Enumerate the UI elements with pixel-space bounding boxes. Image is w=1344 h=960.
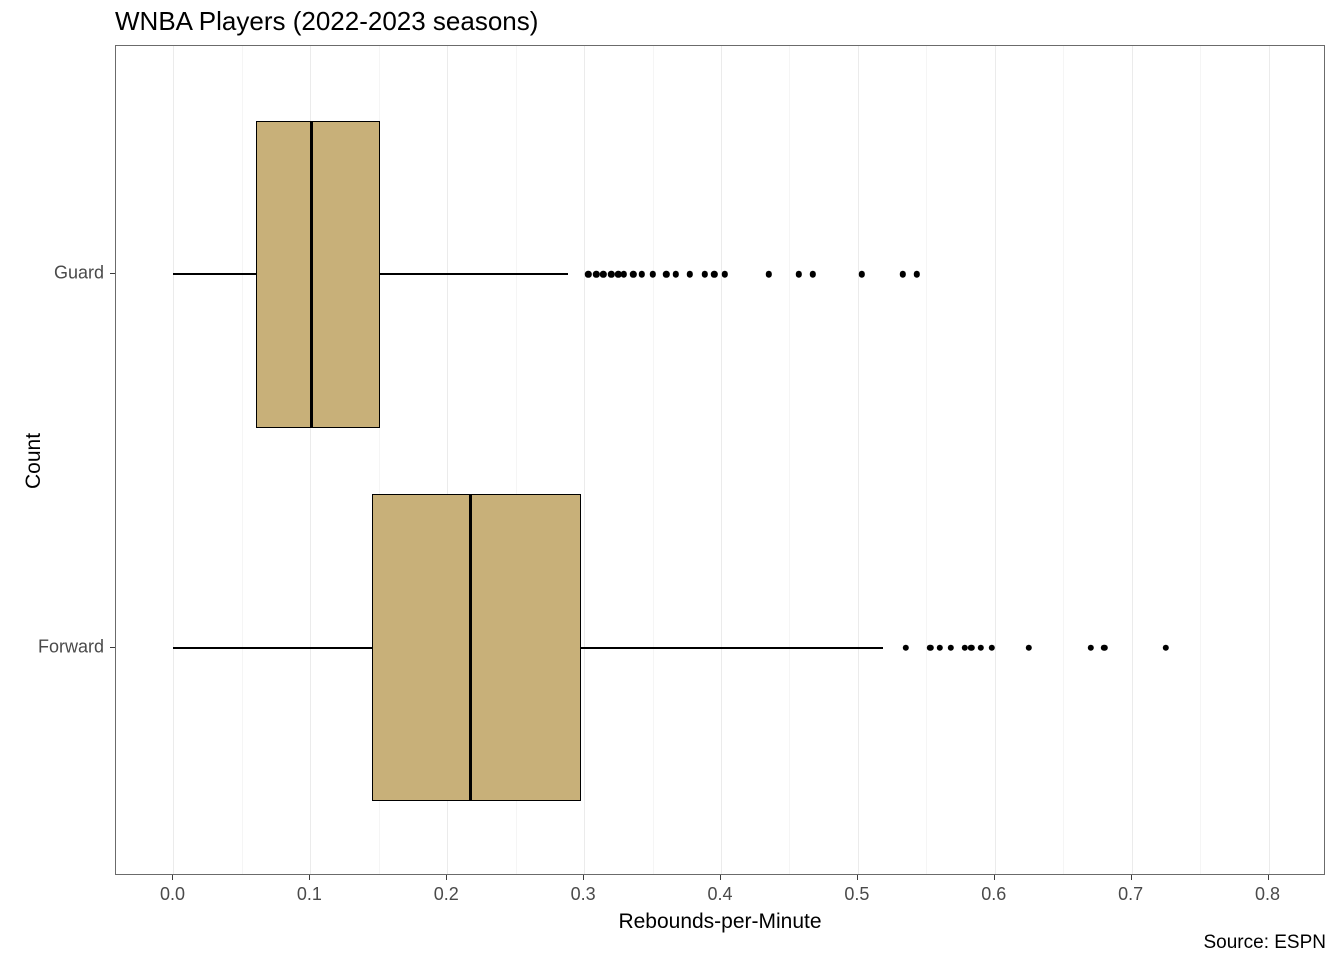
y-tick-mark	[110, 273, 115, 274]
x-tick-label: 0.6	[981, 884, 1006, 905]
x-tick-mark	[309, 875, 310, 880]
outlier-point	[608, 271, 614, 277]
y-tick-mark	[110, 647, 115, 648]
outlier-point	[621, 271, 627, 277]
outlier-point	[686, 271, 692, 277]
outlier-point	[927, 645, 933, 651]
outlier-point	[701, 271, 707, 277]
outlier-point	[722, 271, 728, 277]
outlier-point	[630, 271, 636, 277]
outlier-point	[810, 271, 816, 277]
outlier-point	[859, 271, 865, 277]
outlier-point	[649, 271, 655, 277]
x-tick-label: 0.1	[297, 884, 322, 905]
outlier-point	[900, 271, 906, 277]
median-line	[469, 494, 472, 801]
x-tick-mark	[446, 875, 447, 880]
outlier-point	[1026, 645, 1032, 651]
outlier-point	[978, 645, 984, 651]
outlier-point	[711, 271, 717, 277]
y-tick-label: Forward	[38, 636, 104, 657]
x-tick-label: 0.0	[160, 884, 185, 905]
x-tick-label: 0.7	[1118, 884, 1143, 905]
outlier-point	[968, 645, 974, 651]
x-tick-label: 0.4	[707, 884, 732, 905]
median-line	[310, 121, 313, 428]
outlier-point	[593, 271, 599, 277]
x-tick-mark	[583, 875, 584, 880]
gridline-minor	[1200, 46, 1201, 874]
outlier-point	[638, 271, 644, 277]
gridline-minor	[789, 46, 790, 874]
chart-caption: Source: ESPN	[1204, 932, 1327, 954]
gridline-major	[1132, 46, 1133, 874]
x-tick-mark	[1268, 875, 1269, 880]
whisker-low	[173, 647, 371, 649]
x-tick-label: 0.3	[571, 884, 596, 905]
plot-panel	[115, 45, 1325, 875]
outlier-point	[914, 271, 920, 277]
x-tick-mark	[1131, 875, 1132, 880]
x-axis-label: Rebounds-per-Minute	[115, 910, 1325, 934]
gridline-minor	[653, 46, 654, 874]
outlier-point	[1163, 645, 1169, 651]
outlier-point	[663, 271, 669, 277]
outlier-point	[600, 271, 606, 277]
outlier-point	[948, 645, 954, 651]
gridline-major	[1269, 46, 1270, 874]
whisker-high	[581, 647, 882, 649]
boxplot-box	[256, 121, 381, 428]
chart-container: WNBA Players (2022-2023 seasons) Count R…	[0, 0, 1344, 960]
boxplot-box	[372, 494, 581, 801]
outlier-point	[766, 271, 772, 277]
x-tick-label: 0.2	[434, 884, 459, 905]
outlier-point	[673, 271, 679, 277]
whisker-low	[173, 273, 255, 275]
outlier-point	[903, 645, 909, 651]
gridline-minor	[242, 46, 243, 874]
gridline-major	[995, 46, 996, 874]
gridline-minor	[926, 46, 927, 874]
gridline-major	[721, 46, 722, 874]
x-tick-mark	[857, 875, 858, 880]
gridline-minor	[1063, 46, 1064, 874]
outlier-point	[961, 645, 967, 651]
outlier-point	[1101, 645, 1107, 651]
chart-title: WNBA Players (2022-2023 seasons)	[115, 6, 538, 37]
outlier-point	[796, 271, 802, 277]
x-tick-mark	[720, 875, 721, 880]
x-tick-mark	[172, 875, 173, 880]
y-tick-label: Guard	[54, 263, 104, 284]
gridline-major	[858, 46, 859, 874]
y-axis-label: Count	[22, 433, 46, 489]
x-tick-mark	[994, 875, 995, 880]
whisker-high	[380, 273, 568, 275]
x-tick-label: 0.8	[1255, 884, 1280, 905]
outlier-point	[937, 645, 943, 651]
gridline-major	[173, 46, 174, 874]
outlier-point	[585, 271, 591, 277]
outlier-point	[1087, 645, 1093, 651]
x-tick-label: 0.5	[844, 884, 869, 905]
gridline-major	[584, 46, 585, 874]
